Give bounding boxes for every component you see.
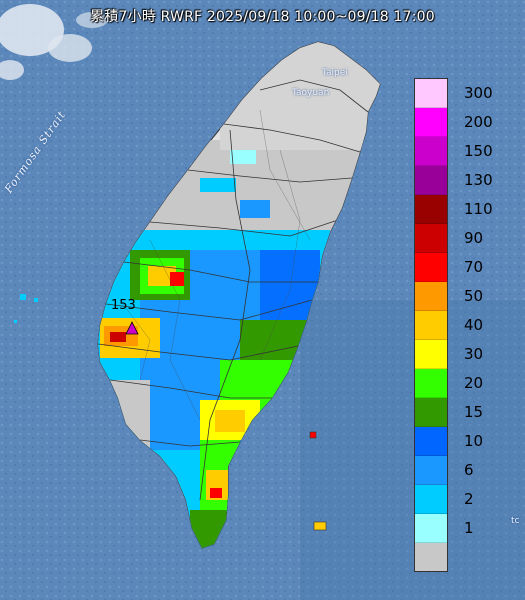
legend-swatch-150: [415, 137, 447, 166]
taoyuan-label: Taoyuan: [292, 88, 330, 98]
legend-swatch-130: [415, 166, 447, 195]
map-title: 累積7小時 RWRF 2025/09/18 10:00~09/18 17:00: [90, 9, 435, 25]
legend-label-20: 20: [464, 374, 484, 393]
legend-label-40: 40: [464, 316, 484, 334]
legend-swatch-70: [415, 253, 447, 282]
edge-label: tc: [511, 516, 520, 526]
legend-label-10: 10: [464, 432, 484, 451]
legend-label-130: 130: [464, 170, 493, 189]
legend-label-15: 15: [464, 403, 484, 422]
legend-label-90: 90: [464, 228, 484, 247]
peak-marker: [125, 321, 139, 335]
legend-label-110: 110: [464, 199, 493, 218]
legend-swatch-50: [415, 282, 447, 311]
legend-swatch-none: [415, 543, 447, 571]
legend-label-2: 2: [464, 490, 474, 509]
legend-swatch-90: [415, 224, 447, 253]
clouds-nw: [0, 4, 108, 80]
legend-label-50: 50: [464, 286, 484, 305]
legend-swatch-6: [415, 456, 447, 485]
legend-swatch-10: [415, 427, 447, 456]
legend-swatch-1: [415, 514, 447, 543]
legend-label-6: 6: [464, 461, 474, 480]
legend-swatch-40: [415, 311, 447, 340]
islands: [14, 294, 327, 531]
peak-value-label: 153: [111, 298, 136, 313]
legend-swatch-20: [415, 369, 447, 398]
legend-swatch-30: [415, 340, 447, 369]
legend-label-1: 1: [464, 519, 474, 538]
legend-label-70: 70: [464, 257, 484, 276]
county-boundaries: [98, 79, 369, 501]
legend-swatch-2: [415, 485, 447, 514]
legend-swatch-15: [415, 398, 447, 427]
legend-label-150: 150: [464, 141, 493, 160]
legend-label-200: 200: [464, 112, 493, 131]
legend-swatch-200: [415, 108, 447, 137]
legend-swatch-300: [415, 79, 447, 108]
legend-label-30: 30: [464, 345, 484, 364]
legend-label-300: 300: [464, 83, 493, 102]
taipei-label: Taipei: [322, 68, 348, 78]
legend-swatch-110: [415, 195, 447, 224]
color-legend: [414, 78, 448, 572]
township-boundaries: [119, 109, 311, 421]
